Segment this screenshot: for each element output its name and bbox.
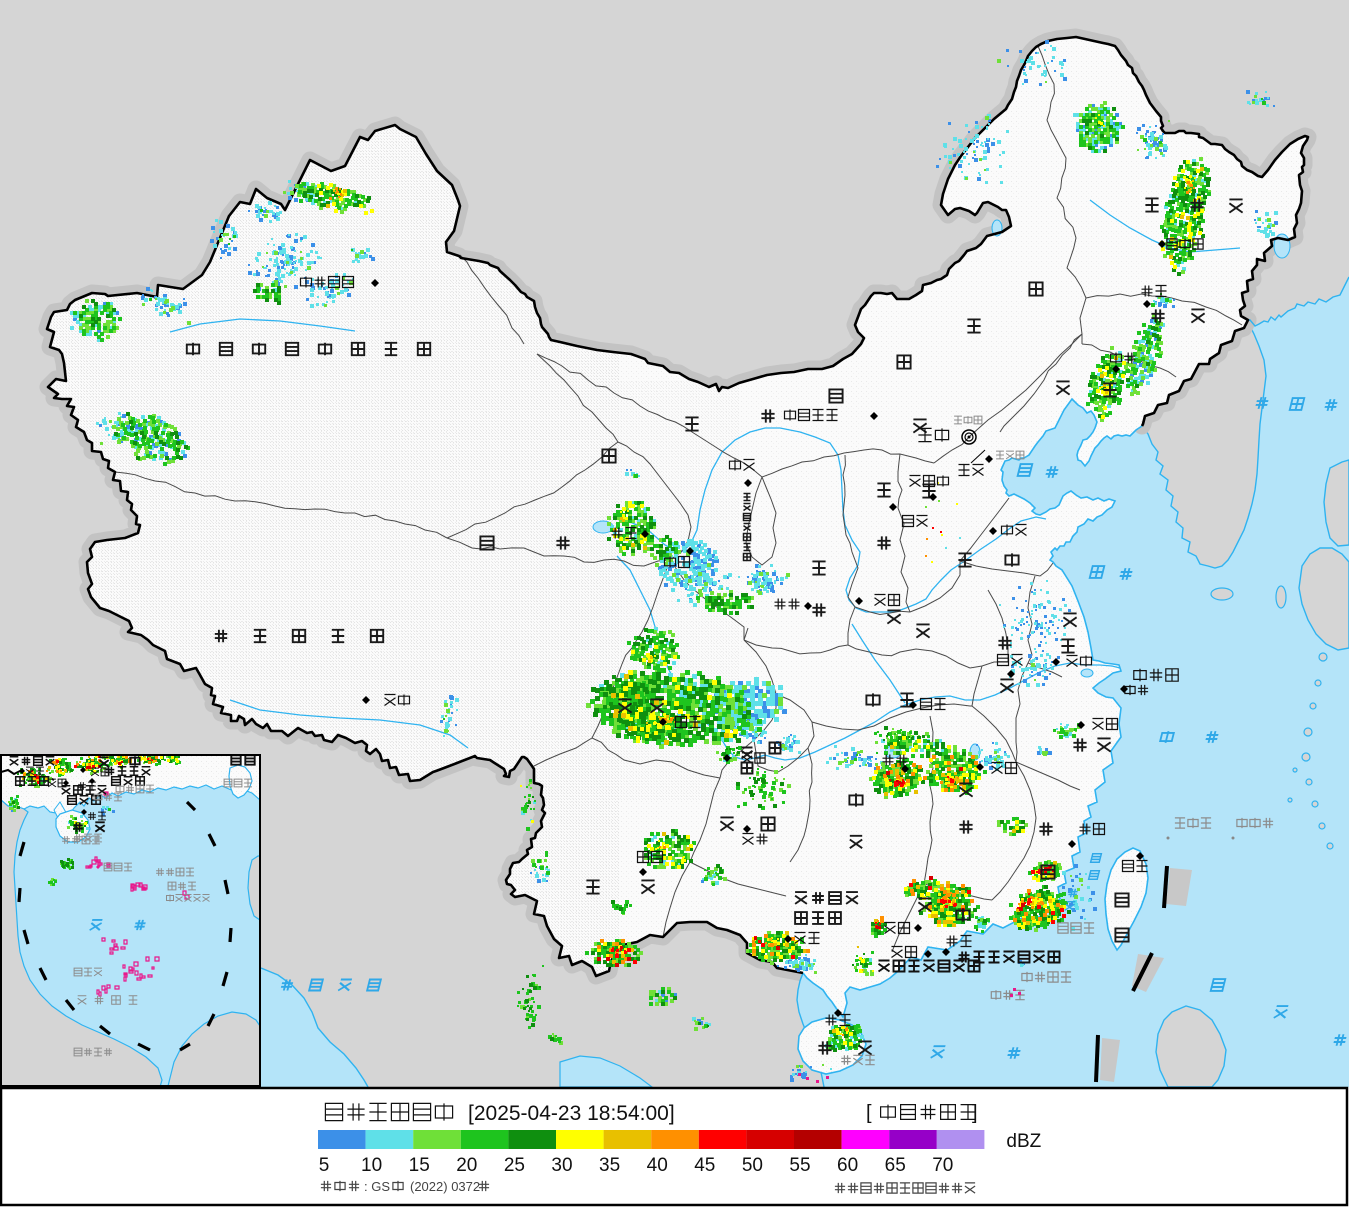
svg-text:65: 65 xyxy=(885,1155,906,1176)
svg-text:35: 35 xyxy=(599,1155,620,1176)
svg-text:[2025-04-23 18:54:00]: [2025-04-23 18:54:00] xyxy=(468,1102,675,1125)
svg-text:dBZ: dBZ xyxy=(1006,1131,1041,1152)
svg-text:60: 60 xyxy=(837,1155,858,1176)
svg-text:20: 20 xyxy=(456,1155,477,1176)
svg-text:: GS: : GS xyxy=(364,1179,390,1194)
svg-text:]: ] xyxy=(972,1102,978,1124)
svg-text:30: 30 xyxy=(551,1155,572,1176)
svg-text:25: 25 xyxy=(504,1155,525,1176)
svg-text:45: 45 xyxy=(694,1155,715,1176)
svg-text:50: 50 xyxy=(742,1155,763,1176)
svg-text:10: 10 xyxy=(361,1155,382,1176)
svg-text:55: 55 xyxy=(789,1155,810,1176)
svg-text:70: 70 xyxy=(932,1155,953,1176)
svg-text:5: 5 xyxy=(319,1155,330,1176)
svg-text:40: 40 xyxy=(647,1155,668,1176)
svg-text:(2022) 0372: (2022) 0372 xyxy=(410,1179,480,1194)
svg-text:15: 15 xyxy=(409,1155,430,1176)
svg-text:[: [ xyxy=(866,1102,872,1124)
